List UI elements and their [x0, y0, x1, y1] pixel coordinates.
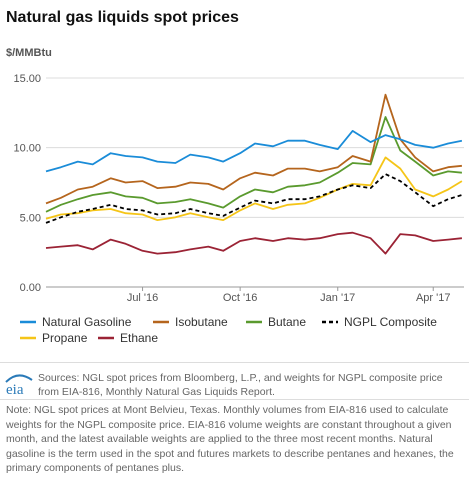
- x-tick-label: Jan '17: [320, 292, 355, 304]
- divider: [0, 399, 469, 400]
- y-tick-label: 15.00: [13, 73, 41, 85]
- chart-title: Natural gas liquids spot prices: [6, 9, 239, 26]
- legend-label: Ethane: [120, 331, 158, 345]
- y-axis-unit: $/MMBtu: [6, 47, 52, 59]
- legend-label: NGPL Composite: [344, 315, 437, 329]
- series-line-natural-gasoline: [45, 129, 463, 173]
- x-tick-label: Jul '16: [127, 292, 158, 304]
- y-tick-label: 5.00: [20, 212, 41, 224]
- series-line-butane: [45, 116, 462, 213]
- y-tick-label: 0.00: [20, 282, 41, 294]
- divider: [0, 362, 469, 363]
- eia-logo: eia: [5, 374, 33, 398]
- x-tick-label: Oct '16: [223, 292, 258, 304]
- x-tick-label: Apr '17: [416, 292, 451, 304]
- series-line-isobutane: [45, 93, 462, 205]
- svg-text:eia: eia: [6, 382, 24, 398]
- legend-label: Butane: [268, 315, 306, 329]
- legend-label: Propane: [42, 331, 88, 345]
- y-tick-label: 10.00: [13, 143, 41, 155]
- legend-label: Isobutane: [175, 315, 228, 329]
- series-line-propane: [45, 156, 463, 222]
- series-line-ethane: [45, 231, 462, 255]
- sources-text: Sources: NGL spot prices from Bloomberg,…: [38, 372, 443, 398]
- series-line-ngpl-composite: [45, 173, 463, 224]
- note-text: Note: NGL spot prices at Mont Belvieu, T…: [6, 404, 454, 474]
- legend-label: Natural Gasoline: [42, 315, 132, 329]
- line-chart: 0.00 5.00 10.00 15.00 Jul '16 Oct '16 Jan '17 A…: [13, 73, 464, 345]
